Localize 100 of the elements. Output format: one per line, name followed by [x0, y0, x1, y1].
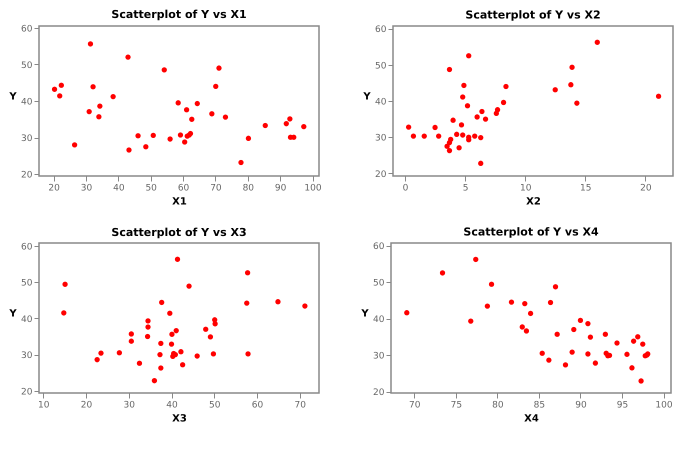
point — [246, 136, 252, 141]
x-tick-label: 50 — [209, 400, 221, 410]
y-tick-label: 20 — [21, 387, 33, 398]
x-tick-label: 10 — [520, 184, 532, 194]
point — [630, 338, 636, 344]
x-tick-label: 80 — [492, 400, 504, 410]
point — [158, 340, 164, 346]
point — [98, 350, 104, 356]
point — [440, 270, 446, 276]
point — [592, 360, 598, 366]
y-tick-label: 60 — [375, 25, 387, 36]
point — [473, 256, 478, 262]
y-axis-title: Y — [8, 92, 18, 102]
point — [640, 341, 646, 347]
point — [468, 318, 474, 324]
point — [454, 132, 460, 137]
point — [578, 318, 584, 324]
point — [446, 148, 452, 154]
point — [508, 299, 514, 305]
point — [222, 114, 228, 120]
y-tick-label: 40 — [373, 315, 385, 326]
chart-title: Scatterplot of Y vs X2 — [465, 8, 601, 22]
point — [167, 310, 172, 316]
point — [216, 65, 222, 71]
point — [126, 147, 132, 153]
point — [176, 100, 181, 106]
point — [143, 144, 148, 150]
x-axis-title: X1 — [172, 196, 187, 208]
y-tick-label: 20 — [375, 170, 387, 180]
x-axis-title: X2 — [526, 196, 541, 208]
point — [275, 299, 281, 304]
point — [450, 118, 456, 123]
y-axis-title: Y — [8, 308, 18, 320]
point — [472, 134, 478, 139]
point — [213, 84, 218, 90]
point — [585, 321, 591, 326]
point — [162, 67, 167, 73]
point — [568, 82, 574, 88]
point — [72, 142, 78, 148]
point — [178, 349, 184, 354]
point — [96, 114, 102, 120]
x-tick-label: 75 — [450, 400, 462, 410]
point — [208, 334, 214, 340]
y-tick-label: 40 — [21, 314, 33, 325]
point — [410, 134, 416, 139]
y-tick-label: 50 — [21, 60, 33, 71]
x-tick-label: 5 — [462, 184, 468, 194]
y-axis-title: Y — [360, 308, 370, 320]
point — [456, 145, 462, 150]
point — [432, 124, 438, 130]
x-tick-label: 30 — [80, 184, 92, 194]
point — [128, 331, 134, 337]
point — [629, 365, 635, 370]
y-tick-label: 30 — [21, 134, 33, 144]
x-tick-label: 0 — [402, 184, 409, 194]
point — [569, 349, 575, 355]
point — [569, 64, 575, 70]
x-axis-title: X3 — [172, 414, 187, 424]
y-tick-label: 60 — [21, 24, 33, 34]
point — [86, 108, 92, 114]
x-tick-label: 90 — [575, 400, 587, 410]
x-tick-label: 20 — [48, 184, 60, 194]
y-tick-label: 20 — [21, 170, 33, 181]
y-tick-label: 40 — [21, 98, 33, 108]
point — [52, 86, 58, 92]
point — [209, 111, 214, 116]
x-tick-label: 100 — [304, 184, 322, 194]
point — [494, 107, 500, 112]
point — [194, 353, 200, 359]
point — [562, 362, 568, 368]
point — [635, 334, 640, 340]
y-axis-title: Y — [362, 92, 372, 102]
point — [404, 310, 410, 316]
point — [116, 350, 122, 356]
point — [656, 94, 662, 99]
point — [436, 134, 442, 139]
y-tick-label: 60 — [21, 242, 33, 252]
point — [474, 114, 480, 120]
point — [488, 282, 494, 287]
x-tick-label: 20 — [640, 184, 652, 194]
point — [159, 300, 164, 306]
point — [167, 136, 173, 142]
point — [458, 122, 464, 128]
point — [524, 328, 530, 334]
point — [478, 160, 484, 166]
point — [406, 124, 412, 130]
point — [478, 134, 484, 140]
point — [203, 326, 208, 332]
point — [210, 351, 216, 357]
point — [157, 352, 163, 358]
point — [466, 53, 472, 58]
y-tick-label: 50 — [373, 278, 385, 289]
y-tick-label: 30 — [21, 351, 33, 362]
point — [548, 300, 554, 306]
point — [110, 94, 116, 100]
point — [94, 357, 100, 362]
point — [135, 133, 141, 138]
point — [144, 334, 150, 340]
point — [500, 100, 506, 106]
point — [90, 84, 96, 90]
